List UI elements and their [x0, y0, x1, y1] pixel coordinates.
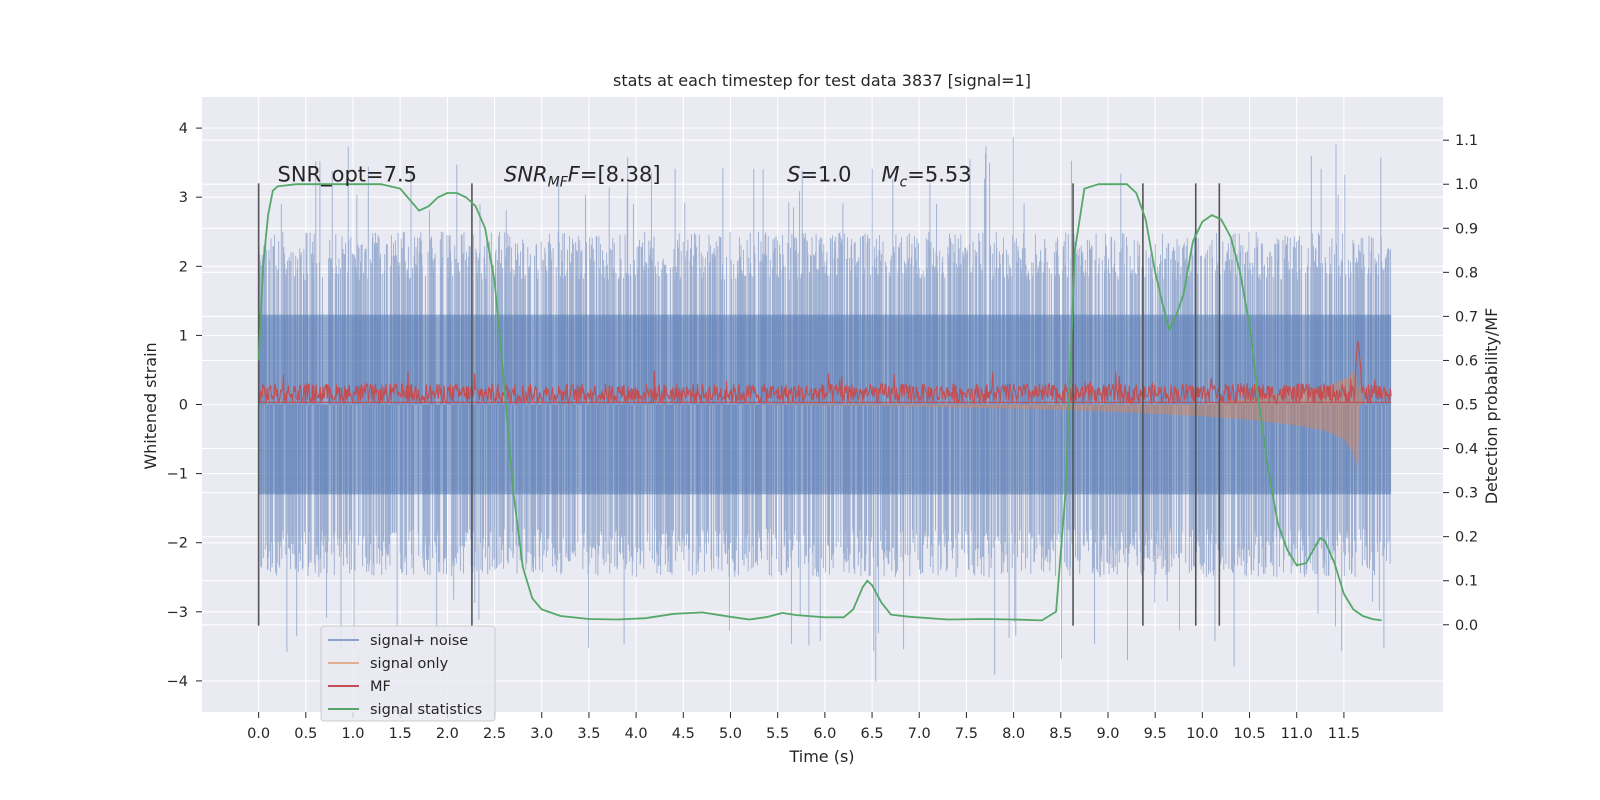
x-tick-label: 2.5 — [483, 726, 506, 742]
annotation-3: S=1.0 — [787, 162, 851, 186]
y-right-tick-label: 0.3 — [1455, 486, 1478, 502]
y-left-tick-label: 1 — [179, 328, 188, 344]
x-tick-label: 3.5 — [577, 726, 600, 742]
series-mf — [258, 341, 1392, 405]
x-tick-label: 4.5 — [672, 726, 695, 742]
legend-label: signal statistics — [370, 702, 482, 718]
y-left-tick-label: 3 — [179, 190, 188, 206]
x-tick-label: 1.0 — [341, 726, 364, 742]
x-tick-label: 4.0 — [625, 726, 648, 742]
legend-label: signal+ noise — [370, 633, 468, 649]
x-axis-label: Time (s) — [788, 747, 854, 766]
x-tick-label: 7.5 — [955, 726, 978, 742]
x-tick-label: 6.0 — [813, 726, 836, 742]
x-tick-label: 10.0 — [1186, 726, 1218, 742]
x-tick-label: 1.5 — [389, 726, 412, 742]
x-tick-label: 7.0 — [908, 726, 931, 742]
x-tick-label: 11.0 — [1281, 726, 1313, 742]
y-left-tick-label: 2 — [179, 259, 188, 275]
x-tick-label: 8.0 — [1002, 726, 1025, 742]
x-tick-label: 5.5 — [766, 726, 789, 742]
chart-title: stats at each timestep for test data 383… — [613, 71, 1031, 90]
legend-box — [320, 625, 496, 722]
x-tick-label: 0.0 — [247, 726, 270, 742]
y-right-tick-label: 0.4 — [1455, 442, 1478, 458]
x-tick-label: 10.5 — [1233, 726, 1265, 742]
y-axis-label-right: Detection probability/MF — [1482, 308, 1501, 505]
y-right-tick-label: 0.8 — [1455, 265, 1478, 281]
annotation-4: Mc=5.53 — [881, 162, 971, 190]
y-right-tick-label: 0.0 — [1455, 618, 1478, 634]
y-right-tick-label: 0.2 — [1455, 530, 1478, 546]
series-signal-noise — [258, 137, 1392, 682]
y-axis-label-left: Whitened strain — [141, 342, 160, 469]
legend: signal+ noise signal only MF signal statist… — [320, 625, 496, 722]
annotation-1: SNR_opt=7.5 — [277, 162, 417, 187]
y-left-tick-label: −4 — [167, 674, 188, 690]
plot-area: SNR_opt=7.5 SNRMFF=[8.38] S=1.0 Mc=5.53 — [202, 97, 1443, 712]
x-tick-label: 9.0 — [1096, 726, 1119, 742]
y-right-tick-label: 0.7 — [1455, 309, 1478, 325]
y-left-tick-label: −2 — [167, 536, 188, 552]
x-tick-label: 5.0 — [719, 726, 742, 742]
legend-label: MF — [370, 679, 391, 695]
x-tick-label: 8.5 — [1049, 726, 1072, 742]
y-right-tick-label: 0.6 — [1455, 353, 1478, 369]
x-tick-label: 3.0 — [530, 726, 553, 742]
x-tick-label: 6.5 — [861, 726, 884, 742]
y-left-tick-label: −3 — [167, 605, 188, 621]
y-right-tick-label: 1.1 — [1455, 133, 1478, 149]
axes: 0.0 0.5 1.0 1.5 2.0 2.5 3.0 3.5 4.0 4.5 5.0 5.5 6.0 6… — [167, 121, 1478, 742]
legend-label: signal only — [370, 656, 449, 672]
y-left-tick-label: 4 — [179, 121, 188, 137]
annotation-2: SNRMFF=[8.38] — [504, 162, 661, 190]
y-right-tick-label: 1.0 — [1455, 177, 1478, 193]
x-tick-label: 0.5 — [294, 726, 317, 742]
x-tick-label: 9.5 — [1144, 726, 1167, 742]
x-tick-label: 2.0 — [436, 726, 459, 742]
y-left-tick-label: 0 — [179, 398, 188, 414]
x-tick-label: 11.5 — [1328, 726, 1360, 742]
y-right-tick-label: 0.5 — [1455, 398, 1478, 414]
series-signal-statistics — [257, 183, 1382, 622]
y-right-tick-label: 0.9 — [1455, 221, 1478, 237]
y-right-tick-label: 0.1 — [1455, 574, 1478, 590]
y-left-tick-label: −1 — [167, 467, 188, 483]
